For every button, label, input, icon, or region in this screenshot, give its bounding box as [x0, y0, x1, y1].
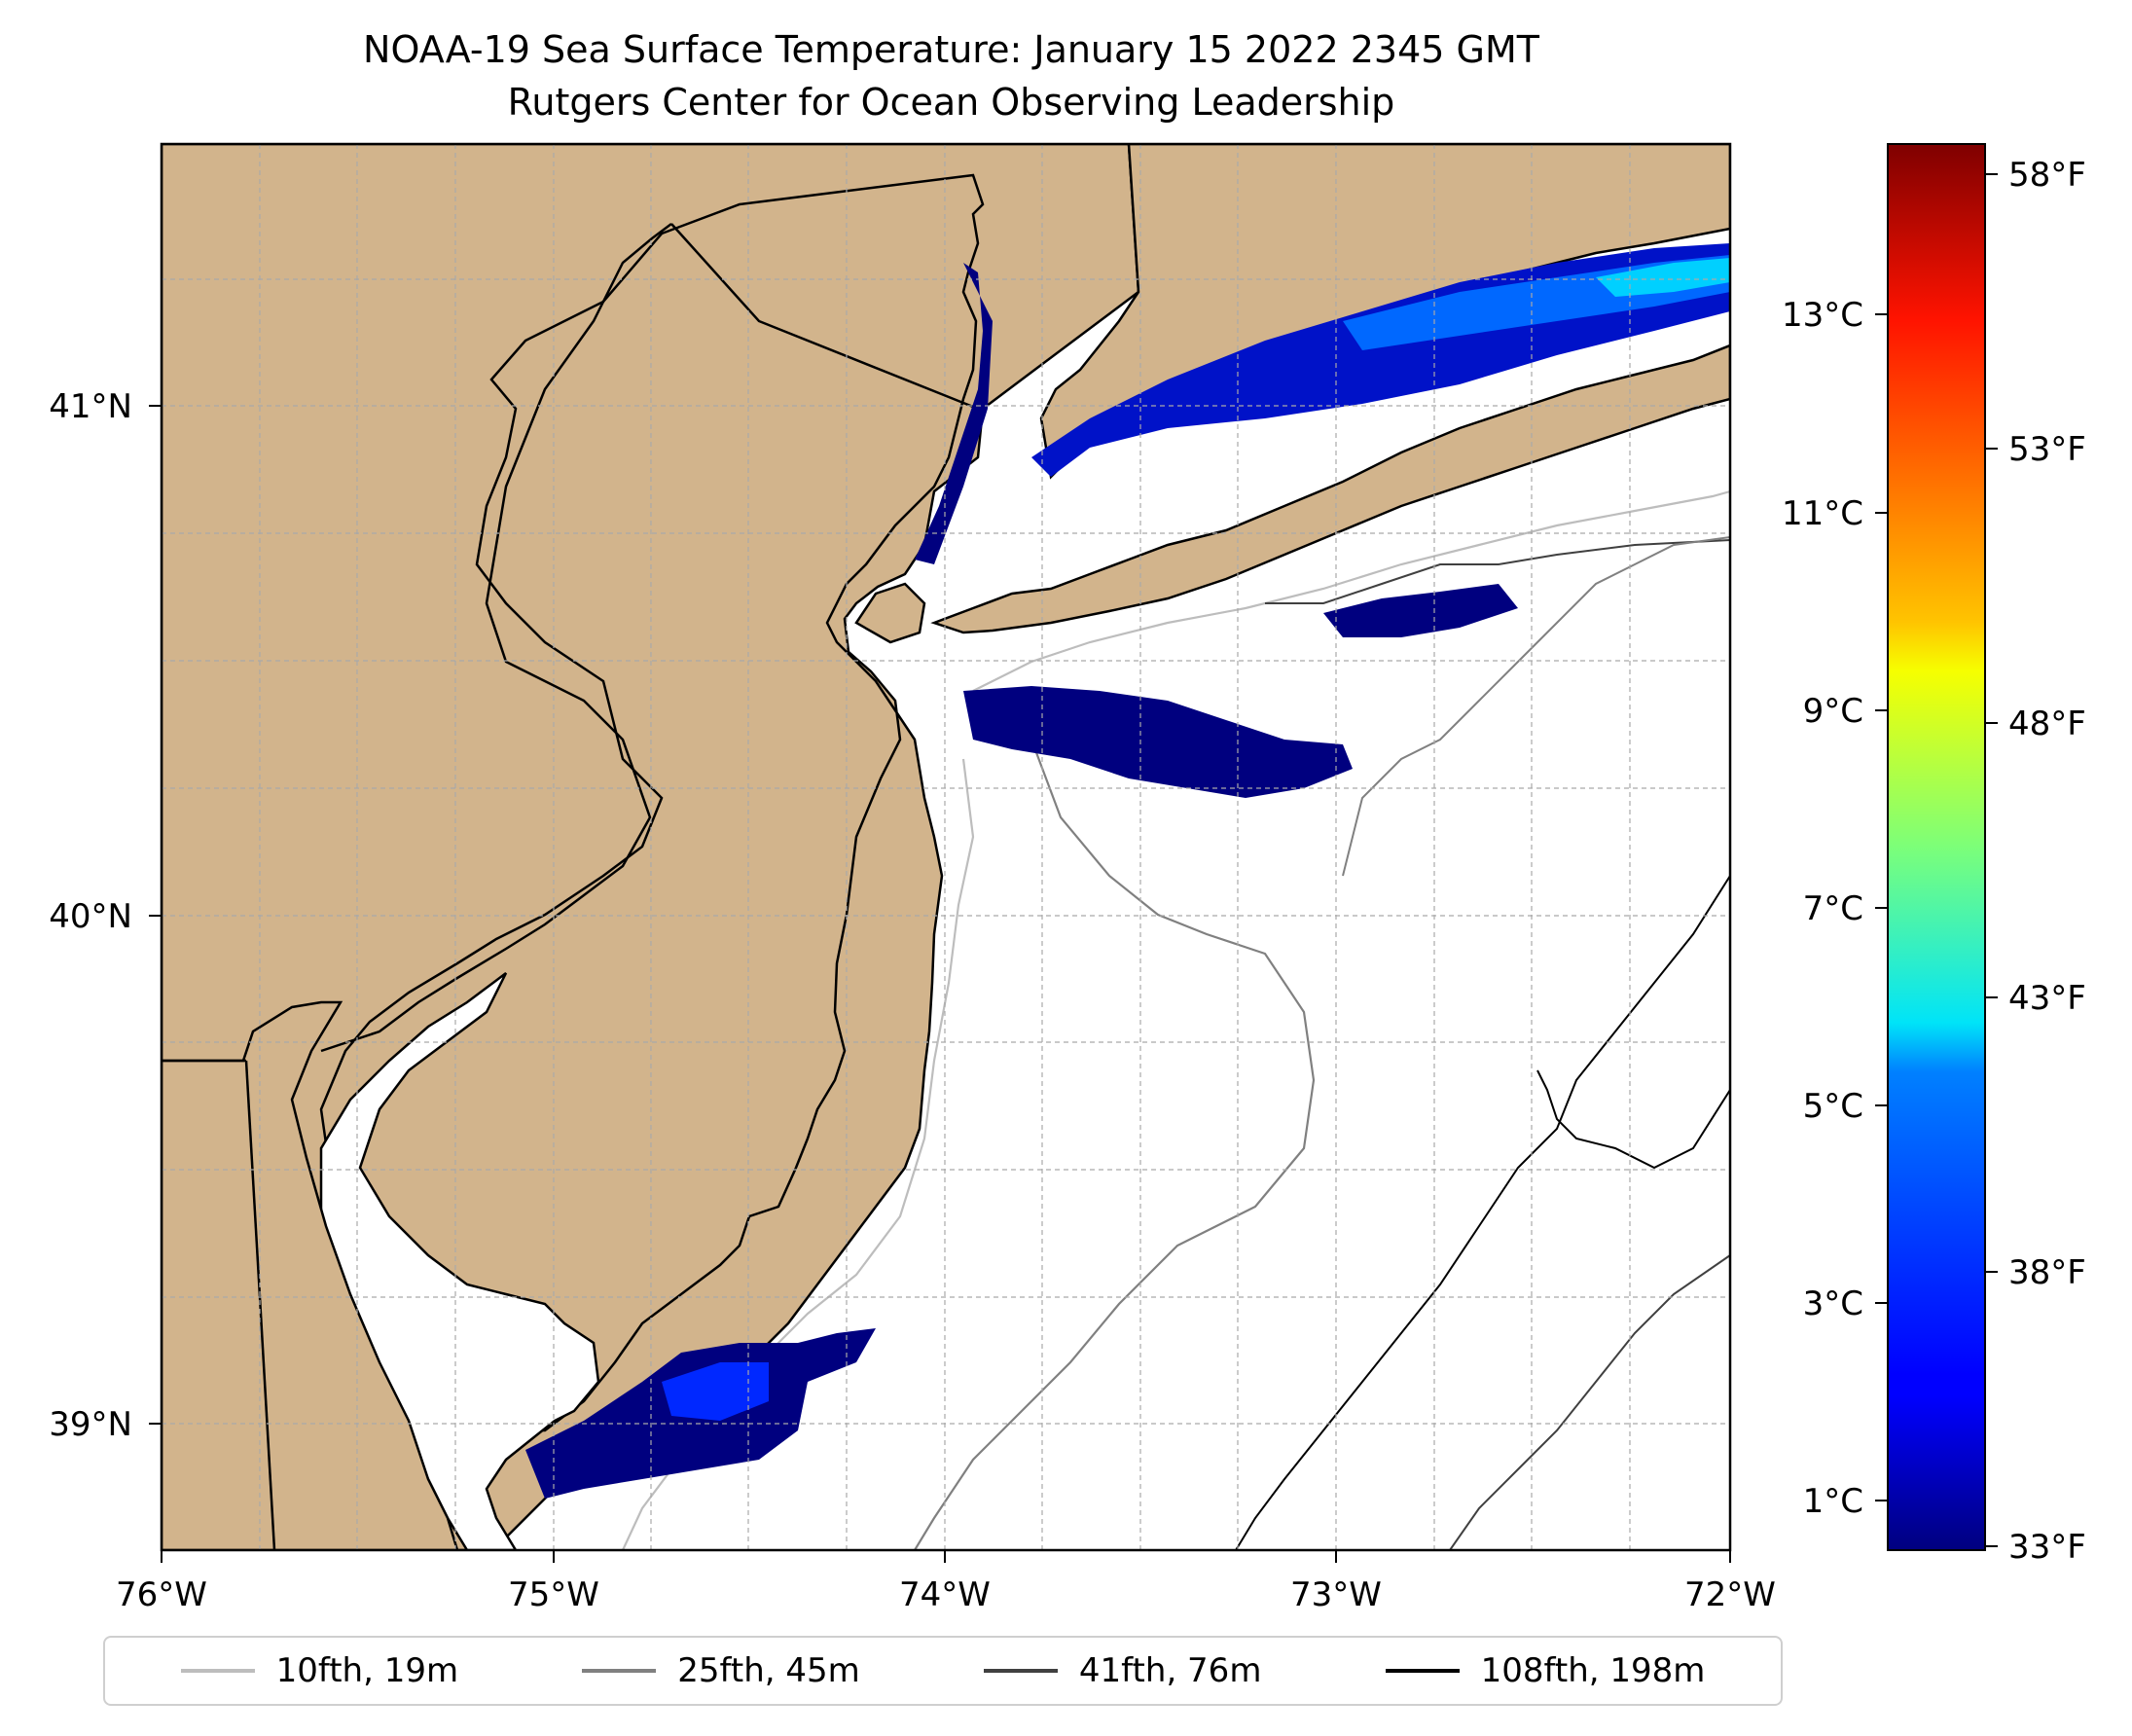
chart-title: NOAA-19 Sea Surface Temperature: January…	[363, 28, 1539, 71]
axis-ticks	[149, 405, 1731, 1563]
legend-label: 25fth, 45m	[677, 1651, 860, 1690]
contour-legend: 10fth, 19m 25fth, 45m 41fth, 76m 108fth,…	[103, 1636, 1783, 1706]
land-staten-island	[854, 582, 926, 644]
x-tick-label: 74°W	[899, 1575, 991, 1614]
celsius-tick: 5°C	[1803, 1087, 1863, 1126]
celsius-tick: 7°C	[1803, 889, 1863, 928]
land-delmarva	[162, 1000, 459, 1550]
fahrenheit-tick: 33°F	[2008, 1528, 2086, 1567]
state-border-md-de	[244, 1060, 276, 1550]
legend-item-25fth: 25fth, 45m	[582, 1651, 860, 1690]
fahrenheit-tick: 48°F	[2008, 705, 2086, 743]
celsius-tick: 13°C	[1782, 296, 1863, 335]
celsius-tick: 1°C	[1803, 1482, 1863, 1521]
contour-41fth	[1265, 539, 1730, 604]
chart-subtitle: Rutgers Center for Ocean Observing Leade…	[507, 81, 1395, 124]
colorbar-ticks	[1875, 173, 1998, 1547]
gridlines	[162, 144, 1730, 1550]
x-tick-label: 72°W	[1684, 1575, 1776, 1614]
legend-swatch	[1385, 1669, 1460, 1673]
fahrenheit-tick: 53°F	[2008, 430, 2086, 469]
contour-108fth	[1536, 1069, 1730, 1170]
colorbar-fahrenheit-labels: 58°F 53°F 48°F 43°F 38°F 33°F	[2008, 156, 2086, 1567]
x-tick-label: 73°W	[1290, 1575, 1382, 1614]
fahrenheit-tick: 58°F	[2008, 156, 2086, 195]
legend-label: 10fth, 19m	[275, 1651, 459, 1690]
legend-swatch	[180, 1669, 255, 1673]
state-border-nj-pa	[320, 223, 672, 1053]
legend-item-10fth: 10fth, 19m	[180, 1651, 459, 1690]
sst-hudson	[915, 263, 993, 564]
legend-swatch	[983, 1669, 1058, 1673]
fahrenheit-tick: 38°F	[2008, 1253, 2086, 1292]
y-tick-label: 39°N	[49, 1405, 132, 1444]
contour-41fth	[1449, 1254, 1730, 1550]
land-mainland	[162, 144, 1140, 1550]
map-area	[162, 144, 1730, 1550]
fahrenheit-tick: 43°F	[2008, 979, 2086, 1018]
contour-10fth	[972, 489, 1730, 692]
colorbar-celsius-labels: 13°C 11°C 9°C 7°C 5°C 3°C 1°C	[1782, 296, 1863, 1521]
legend-label: 108fth, 198m	[1480, 1651, 1706, 1690]
state-border-nj-ny	[670, 223, 979, 411]
sst-delaware-warm	[662, 1362, 769, 1421]
y-tick-labels: 41°N 40°N 39°N	[49, 387, 132, 1444]
contour-25fth	[914, 739, 1316, 1550]
legend-label: 41fth, 76m	[1078, 1651, 1262, 1690]
legend-item-108fth: 108fth, 198m	[1385, 1651, 1706, 1690]
colorbar	[1887, 143, 1986, 1551]
celsius-tick: 9°C	[1803, 692, 1863, 731]
legend-item-41fth: 41fth, 76m	[983, 1651, 1262, 1690]
legend-swatch	[582, 1669, 657, 1673]
sst-offshore	[1323, 584, 1518, 637]
x-tick-label: 76°W	[116, 1575, 207, 1614]
sst-ny-bight	[963, 686, 1353, 798]
y-tick-label: 40°N	[49, 897, 132, 936]
contour-108fth	[1235, 875, 1730, 1550]
y-tick-label: 41°N	[49, 387, 132, 426]
x-tick-labels: 76°W 75°W 74°W 73°W 72°W	[116, 1575, 1776, 1614]
x-tick-label: 75°W	[508, 1575, 599, 1614]
contour-41fth	[1342, 536, 1730, 877]
celsius-tick: 11°C	[1782, 494, 1863, 533]
celsius-tick: 3°C	[1803, 1284, 1863, 1323]
